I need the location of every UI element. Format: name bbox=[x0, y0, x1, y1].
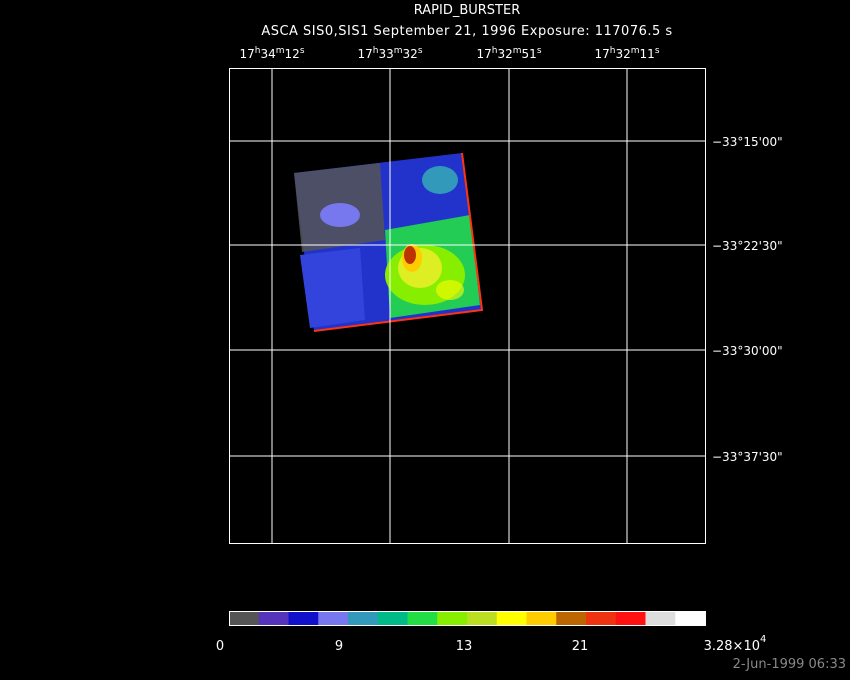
ra-part: 11 bbox=[640, 47, 655, 61]
ra-part: m bbox=[631, 46, 640, 56]
subtitle: ASCA SIS0,SIS1 September 21, 1996 Exposu… bbox=[261, 24, 672, 39]
ra-part: 17 bbox=[357, 47, 372, 61]
colorbar-swatch bbox=[437, 611, 468, 625]
sky-image bbox=[294, 152, 484, 332]
colorbar-swatch bbox=[467, 611, 498, 625]
ra-part: 17 bbox=[239, 47, 254, 61]
ra-part: 17 bbox=[594, 47, 609, 61]
ra-part: 17 bbox=[476, 47, 491, 61]
ra-label: 17h34m12s bbox=[239, 46, 304, 61]
colorbar-swatch bbox=[348, 611, 379, 625]
ra-part: 12 bbox=[285, 47, 300, 61]
colorbar-label: 13 bbox=[456, 639, 473, 654]
colorbar-swatch bbox=[615, 611, 646, 625]
ra-label: 17h32m51s bbox=[476, 46, 541, 61]
ra-part: h bbox=[373, 46, 379, 56]
dec-label: −33°30'00" bbox=[712, 344, 783, 358]
ra-part: m bbox=[276, 46, 285, 56]
colorbar-swatch bbox=[645, 611, 676, 625]
colorbar-label: 0 bbox=[216, 639, 224, 654]
colorbar-swatch bbox=[586, 611, 617, 625]
colorbar-swatch bbox=[407, 611, 438, 625]
colorbar-swatch bbox=[526, 611, 557, 625]
mantissa: 3.28×10 bbox=[704, 639, 760, 654]
colorbar-swatch bbox=[377, 611, 408, 625]
ra-part: 34 bbox=[260, 47, 275, 61]
colorbar-swatch bbox=[556, 611, 587, 625]
ra-part: h bbox=[610, 46, 616, 56]
ra-part: s bbox=[655, 46, 660, 56]
dec-label: −33°22'30" bbox=[712, 239, 783, 253]
ra-part: 32 bbox=[403, 47, 418, 61]
colorbar-swatch bbox=[288, 611, 319, 625]
ra-label: 17h33m32s bbox=[357, 46, 422, 61]
colorbar-max-label: 3.28×104 bbox=[704, 634, 767, 654]
dec-label: −33°15'00" bbox=[712, 135, 783, 149]
ra-part: 32 bbox=[615, 47, 630, 61]
colorbar-label: 9 bbox=[335, 639, 343, 654]
dec-label: −33°37'30" bbox=[712, 450, 783, 464]
timestamp: 2-Jun-1999 06:33 bbox=[733, 657, 846, 672]
exponent: 4 bbox=[760, 634, 766, 645]
ra-part: h bbox=[255, 46, 261, 56]
colorbar-swatch bbox=[229, 611, 260, 625]
colorbar-swatch bbox=[318, 611, 349, 625]
ra-part: 51 bbox=[522, 47, 537, 61]
title: RAPID_BURSTER bbox=[414, 3, 521, 18]
ra-part: m bbox=[394, 46, 403, 56]
colorbar-label: 21 bbox=[572, 639, 589, 654]
ra-part: s bbox=[537, 46, 542, 56]
ra-part: s bbox=[418, 46, 423, 56]
colorbar-swatch bbox=[675, 611, 706, 625]
ra-part: h bbox=[492, 46, 498, 56]
colorbar-swatch bbox=[258, 611, 289, 625]
ra-part: s bbox=[300, 46, 305, 56]
colorbar: 0 9 13 21 3.28×104 bbox=[216, 611, 767, 654]
ra-part: 33 bbox=[378, 47, 393, 61]
grid bbox=[229, 68, 706, 544]
ra-part: 32 bbox=[497, 47, 512, 61]
colorbar-swatch bbox=[496, 611, 527, 625]
ra-part: m bbox=[513, 46, 522, 56]
colorbar-frame bbox=[229, 611, 706, 626]
ra-label: 17h32m11s bbox=[594, 46, 659, 61]
